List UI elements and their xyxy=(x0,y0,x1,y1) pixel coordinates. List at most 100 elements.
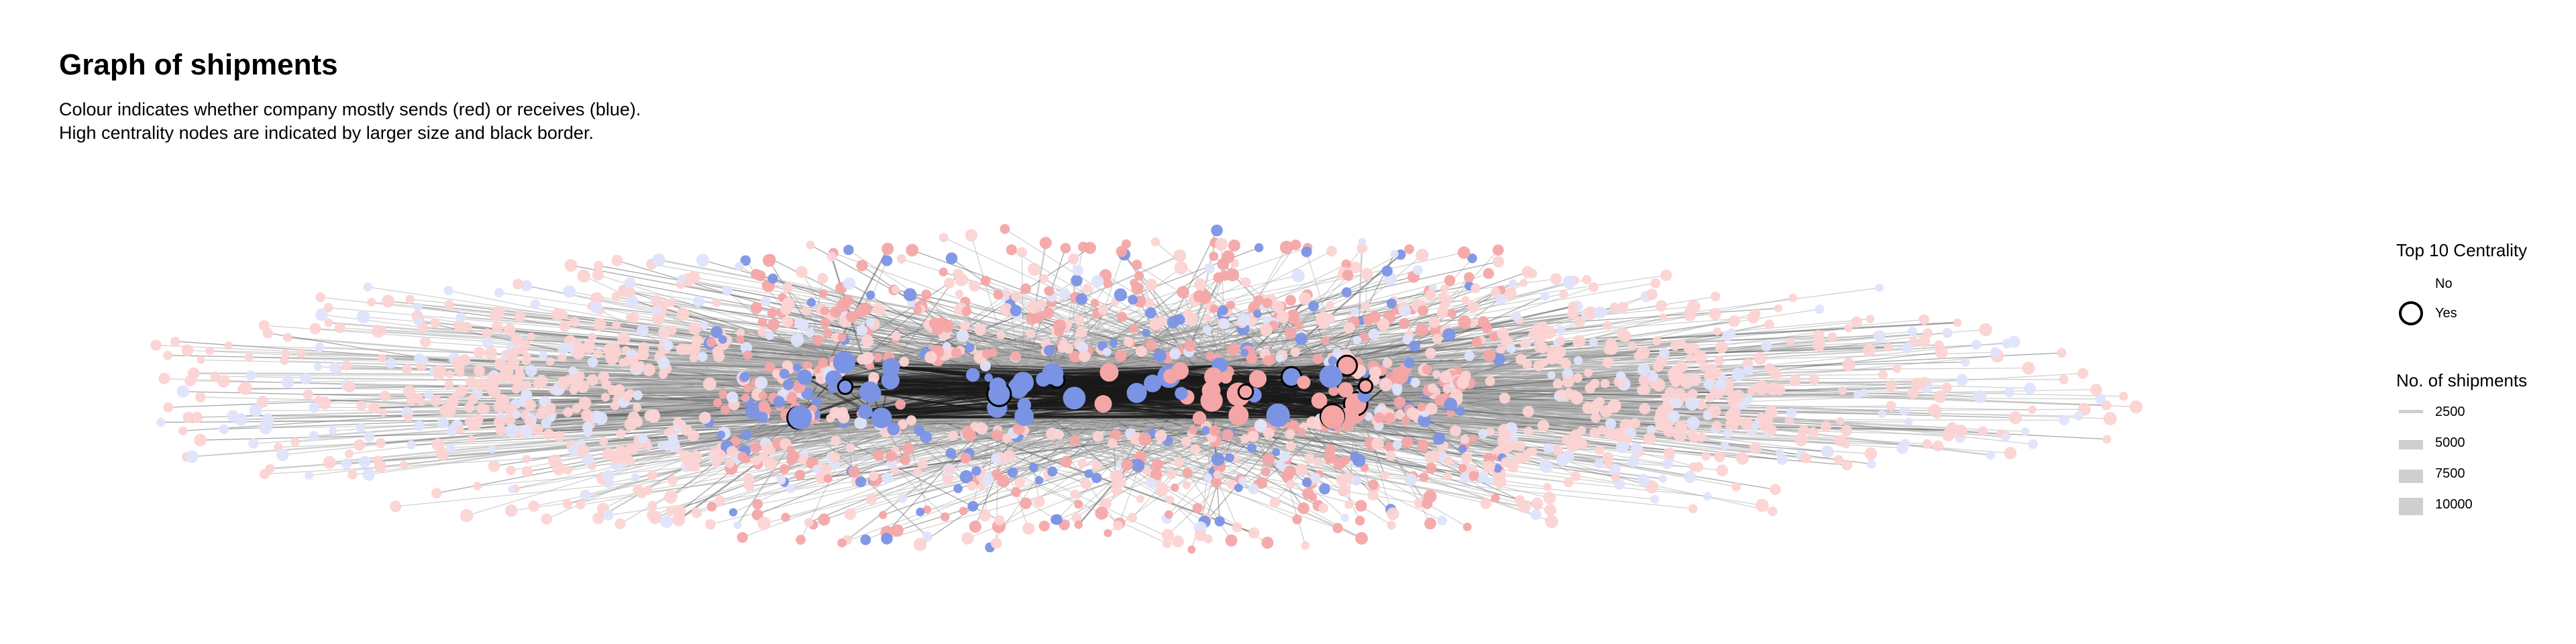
node xyxy=(329,427,337,435)
node xyxy=(451,356,463,368)
node xyxy=(1662,458,1673,470)
node xyxy=(755,376,768,390)
node xyxy=(2028,439,2038,449)
node xyxy=(505,423,519,437)
node xyxy=(1272,448,1281,457)
node xyxy=(712,298,721,307)
node xyxy=(2057,347,2067,358)
node xyxy=(1432,333,1443,344)
node xyxy=(757,317,767,327)
hub-node xyxy=(1336,354,1358,377)
node xyxy=(757,517,771,530)
node xyxy=(496,394,510,407)
node xyxy=(1866,460,1876,469)
node xyxy=(424,390,434,400)
node xyxy=(1211,452,1225,466)
node xyxy=(1074,520,1083,529)
node xyxy=(1150,237,1161,247)
node xyxy=(865,290,875,300)
edge xyxy=(881,395,1364,419)
edge xyxy=(1053,373,1187,398)
node xyxy=(1735,451,1750,465)
node xyxy=(195,392,206,402)
node xyxy=(1417,413,1432,427)
legend-key-no xyxy=(2405,277,2417,289)
node xyxy=(1349,261,1362,274)
node xyxy=(1027,300,1041,314)
node xyxy=(1941,428,1955,441)
node xyxy=(736,335,745,343)
node xyxy=(1683,343,1695,354)
node xyxy=(1684,470,1697,484)
node xyxy=(658,327,671,339)
node xyxy=(1616,371,1625,380)
node xyxy=(489,308,503,322)
node xyxy=(1629,418,1641,429)
node xyxy=(1935,345,1948,359)
node xyxy=(1440,370,1452,384)
node xyxy=(782,316,793,328)
node xyxy=(1860,388,1869,397)
node xyxy=(1637,474,1650,486)
node xyxy=(420,336,431,347)
node xyxy=(1646,288,1658,301)
node xyxy=(1383,412,1395,424)
node xyxy=(356,423,366,433)
node xyxy=(1136,494,1144,503)
node xyxy=(1205,351,1215,360)
node xyxy=(1659,347,1670,358)
node xyxy=(522,455,531,464)
node xyxy=(358,455,371,468)
node xyxy=(1562,375,1574,388)
node xyxy=(1478,429,1489,439)
node xyxy=(281,350,290,359)
node xyxy=(609,341,620,352)
node xyxy=(1953,318,1962,327)
node xyxy=(163,350,173,360)
node xyxy=(959,470,973,484)
node xyxy=(563,285,576,298)
node xyxy=(861,352,874,364)
node xyxy=(945,448,957,459)
node xyxy=(1369,366,1382,379)
node xyxy=(767,308,777,318)
node xyxy=(486,386,496,395)
node xyxy=(1942,327,1953,338)
node xyxy=(855,476,867,488)
node xyxy=(806,240,815,250)
node xyxy=(887,422,900,436)
node xyxy=(676,307,690,321)
node xyxy=(1406,407,1419,420)
node xyxy=(1071,513,1082,523)
node xyxy=(1225,453,1234,463)
node xyxy=(1886,400,1896,411)
node xyxy=(1000,223,1010,234)
node xyxy=(812,464,821,474)
node xyxy=(1703,411,1712,421)
node xyxy=(1285,429,1295,439)
hub-node xyxy=(1204,367,1223,386)
node xyxy=(751,268,762,280)
node xyxy=(1533,360,1544,372)
node xyxy=(612,321,621,330)
node xyxy=(1211,224,1223,237)
node xyxy=(830,435,841,446)
node xyxy=(521,356,531,366)
node xyxy=(1437,515,1448,526)
node xyxy=(297,348,307,358)
node xyxy=(224,341,233,350)
node xyxy=(1072,264,1083,276)
node xyxy=(541,417,551,428)
node xyxy=(688,322,701,335)
node xyxy=(1432,432,1446,445)
node xyxy=(1092,431,1104,442)
node xyxy=(568,366,578,376)
node xyxy=(1519,338,1530,349)
node xyxy=(197,356,205,364)
node xyxy=(697,352,708,362)
node xyxy=(1253,309,1262,318)
node xyxy=(300,373,312,385)
node xyxy=(690,450,702,464)
node xyxy=(2008,411,2022,425)
node xyxy=(572,404,581,413)
